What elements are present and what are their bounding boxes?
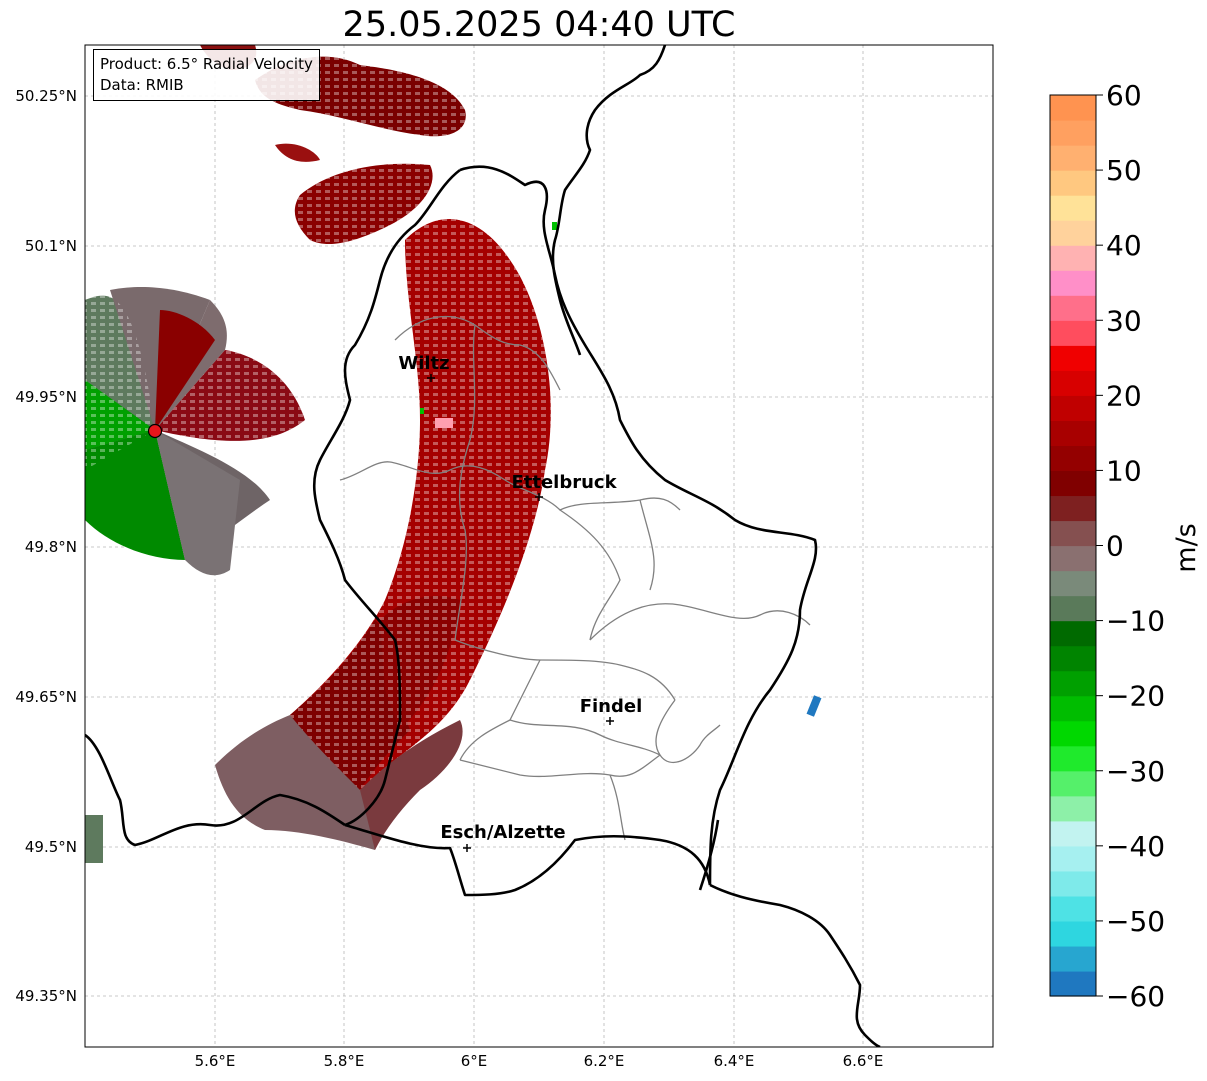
colorbar-tick-label: 10 (1106, 454, 1142, 487)
radar-echo-near-site (85, 287, 305, 576)
radar-site-marker (147, 423, 163, 439)
colorbar-swatch (1050, 670, 1096, 697)
colorbar-tick-label: 0 (1106, 530, 1124, 563)
colorbar-swatch (1050, 245, 1096, 271)
lat-tick: 50.1°N (25, 237, 77, 255)
city-label-ettelbruck: Ettelbruck (511, 472, 617, 493)
colorbar-swatch (1050, 820, 1096, 847)
colorbar-swatch (1050, 120, 1096, 146)
colorbar-swatch (1050, 370, 1096, 396)
colorbar-tick-label: −40 (1106, 830, 1165, 863)
colorbar-tick-label: 20 (1106, 379, 1142, 412)
colorbar-swatch (1050, 845, 1096, 872)
map-title: 25.05.2025 04:40 UTC (342, 5, 736, 45)
lon-tick: 6.4°E (714, 1052, 755, 1070)
colorbar-swatch (1050, 470, 1096, 497)
city-marker-ettelbruck (535, 493, 543, 501)
radar-echo-strays (85, 222, 822, 863)
velocity-colorbar: 60 50 40 30 20 10 0 −10 −20 −30 −40 −50 −60 m/s (1049, 80, 1202, 1013)
city-marker-findel (606, 717, 614, 725)
colorbar-swatch (1050, 195, 1096, 221)
lat-tick: 49.35°N (15, 987, 77, 1005)
colorbar-tick-label: −20 (1106, 680, 1165, 713)
city-marker-wiltz (427, 374, 435, 382)
map-frame-bg (85, 45, 993, 1047)
colorbar-swatch (1050, 320, 1096, 346)
lon-tick: 6.2°E (584, 1052, 625, 1070)
colorbar-tick-label: 60 (1106, 80, 1142, 112)
lon-tick: 5.6°E (195, 1052, 236, 1070)
colorbar-tick-label: −50 (1106, 905, 1165, 938)
radar-echo-neutral-arc (215, 715, 463, 850)
colorbar-swatch (1050, 720, 1096, 747)
colorbar-swatch (1050, 170, 1096, 196)
lon-tick: 6°E (461, 1052, 488, 1070)
national-borders (85, 45, 881, 1047)
lat-tick: 50.25°N (15, 87, 77, 105)
colorbar-tick-label: −10 (1106, 605, 1165, 638)
data-source-label: Data: RMIB (100, 76, 184, 94)
colorbar-swatches (1050, 95, 1096, 997)
colorbar-swatch (1050, 270, 1096, 296)
colorbar-ticks: 60 50 40 30 20 10 0 −10 −20 −30 −40 −50 −60 (1096, 80, 1165, 1013)
colorbar-swatch (1050, 145, 1096, 171)
colorbar-swatch (1050, 795, 1096, 822)
colorbar-swatch (1050, 945, 1096, 972)
lat-tick: 49.5°N (25, 838, 77, 856)
colorbar-swatch (1050, 695, 1096, 722)
lat-tick: 49.95°N (15, 388, 77, 406)
colorbar-swatch (1050, 295, 1096, 321)
canton-boundaries (339, 315, 811, 841)
colorbar-swatch (1050, 970, 1096, 997)
colorbar-swatch (1050, 870, 1096, 897)
colorbar-swatch (1050, 495, 1096, 522)
city-label-findel: Findel (580, 696, 643, 717)
colorbar-swatch (1050, 545, 1096, 572)
colorbar-tick-label: 50 (1106, 154, 1142, 187)
colorbar-swatch (1050, 745, 1096, 772)
city-markers (427, 374, 614, 852)
lon-tick-labels: 5.6°E 5.8°E 6°E 6.2°E 6.4°E 6.6°E (195, 1052, 884, 1070)
lat-tick: 49.8°N (25, 538, 77, 556)
colorbar-swatch (1050, 895, 1096, 922)
colorbar-tick-label: 40 (1106, 229, 1142, 262)
city-marker-esch (463, 844, 471, 852)
colorbar-unit-label: m/s (1171, 523, 1202, 572)
colorbar-swatch (1050, 570, 1096, 597)
colorbar-tick-label: 30 (1106, 304, 1142, 337)
colorbar-swatch (1050, 920, 1096, 947)
lat-tick: 49.65°N (15, 688, 77, 706)
colorbar-swatch (1050, 520, 1096, 547)
product-info-box: Product: 6.5° Radial Velocity Data: RMIB (93, 49, 320, 101)
radar-echo-outbound-arc (290, 218, 551, 790)
city-label-wiltz: Wiltz (398, 353, 449, 374)
colorbar-swatch (1050, 595, 1096, 622)
map-frame (84, 44, 994, 1048)
colorbar-swatch (1050, 220, 1096, 246)
product-label: Product: 6.5° Radial Velocity (100, 55, 313, 73)
colorbar-tick-label: −30 (1106, 755, 1165, 788)
colorbar-swatch (1050, 395, 1096, 421)
colorbar-swatch (1050, 620, 1096, 647)
colorbar-tick-label: −60 (1106, 980, 1165, 1013)
city-label-esch: Esch/Alzette (440, 822, 565, 843)
colorbar-swatch (1050, 645, 1096, 672)
colorbar-swatch (1050, 95, 1096, 121)
lon-tick: 5.8°E (324, 1052, 365, 1070)
lon-tick: 6.6°E (843, 1052, 884, 1070)
colorbar-swatch (1050, 345, 1096, 371)
colorbar-swatch (1050, 770, 1096, 797)
colorbar-swatch (1050, 445, 1096, 472)
colorbar-swatch (1050, 420, 1096, 446)
lat-tick-labels: 50.25°N 50.1°N 49.95°N 49.8°N 49.65°N 49… (15, 87, 77, 1005)
